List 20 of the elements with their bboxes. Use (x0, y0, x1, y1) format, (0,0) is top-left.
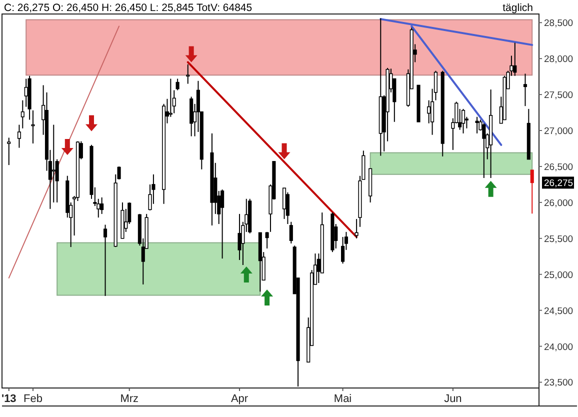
y-tick-label: 23,500 (544, 378, 574, 389)
x-tick-label: Apr (230, 393, 248, 405)
y-tick-label: 24,500 (544, 306, 574, 317)
y-tick-label: 26,500 (544, 162, 574, 173)
chart-title: C: 26,275 O: 26,450 H: 26,450 L: 25,845 TotV: 64845 (4, 2, 252, 14)
x-tick-label: Mrz (120, 393, 139, 405)
chart-subtitle: täglich (502, 2, 534, 14)
x-tick-label: Feb (23, 393, 42, 405)
x-tick-label: Jun (444, 393, 462, 405)
y-tick-label: 28,500 (544, 18, 574, 30)
x-tick-label: Mai (334, 393, 352, 405)
y-tick-label: 27,500 (544, 90, 574, 102)
y-tick-label: 26,000 (544, 198, 574, 209)
y-tick-label: 25,500 (544, 234, 574, 245)
y-tick-label: 28,000 (544, 54, 574, 66)
y-tick-label: 25,000 (544, 270, 574, 281)
y-tick-label: 24,000 (544, 342, 574, 353)
x-tick-label: '13 (1, 393, 16, 405)
annotation: 26,275 (544, 178, 574, 190)
y-tick-label: 27,000 (544, 126, 574, 138)
